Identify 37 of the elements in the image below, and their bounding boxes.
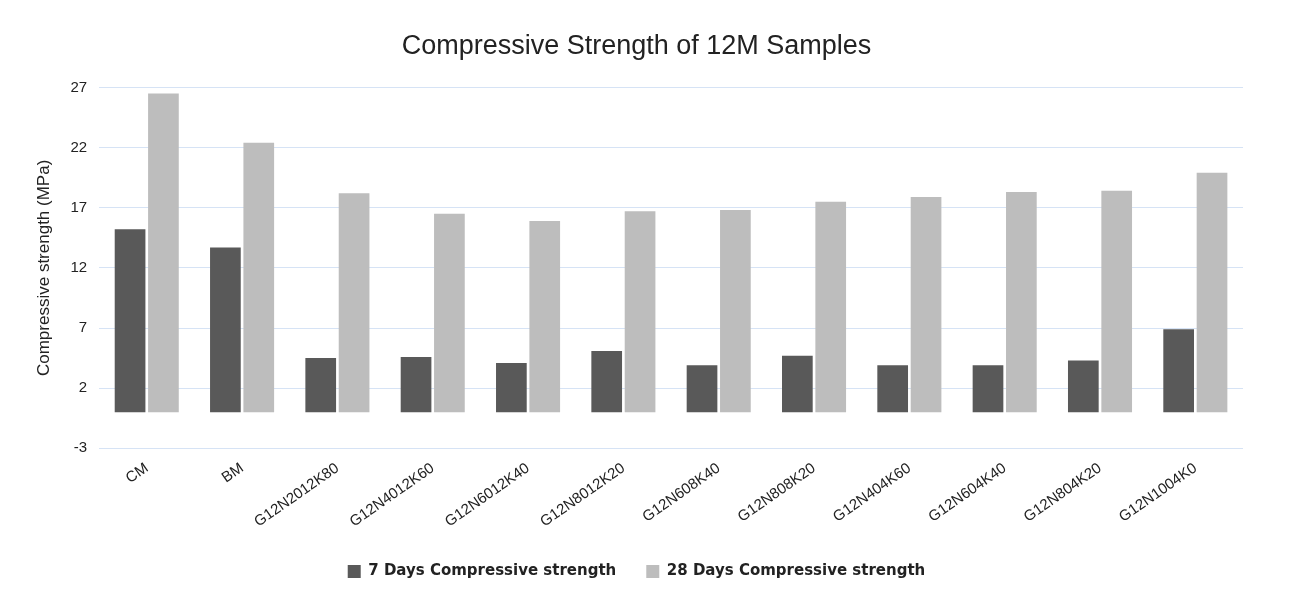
bar	[972, 365, 1004, 413]
bar	[338, 193, 370, 413]
x-tick-label: BM	[218, 458, 247, 486]
y-tick-label: 2	[78, 378, 88, 396]
bar	[1196, 172, 1228, 413]
y-tick-label: 7	[78, 318, 88, 336]
bar	[210, 247, 241, 413]
y-tick-label: 22	[70, 137, 88, 155]
bar	[496, 362, 527, 413]
y-tick-label: -3	[73, 438, 88, 456]
y-tick-label: 27	[70, 77, 88, 95]
legend-label: 28 Days Compressive strength	[666, 561, 926, 580]
bar	[305, 358, 337, 413]
bar	[1006, 192, 1037, 413]
bar	[910, 196, 942, 413]
bar	[591, 350, 623, 413]
bar	[243, 142, 275, 413]
bar	[1163, 329, 1194, 413]
bar	[782, 355, 813, 413]
y-axis-title: Compressive strength (MPa)	[33, 159, 53, 377]
bar	[720, 210, 751, 413]
bar	[877, 365, 909, 413]
x-tick-label: CM	[122, 458, 151, 486]
y-tick-label: 12	[70, 258, 88, 276]
bar	[686, 365, 718, 413]
y-tick-label: 17	[70, 197, 88, 215]
bar	[148, 93, 179, 413]
bar	[1101, 190, 1133, 413]
bar	[1067, 360, 1099, 413]
bar	[434, 213, 465, 413]
bar	[815, 201, 847, 413]
chart-title: Compressive Strength of 12M Samples	[401, 29, 872, 60]
bar	[529, 220, 561, 413]
bar	[114, 229, 146, 413]
bar	[400, 356, 432, 413]
legend-label: 7 Days Compressive strength	[368, 561, 617, 580]
bar	[624, 211, 656, 413]
